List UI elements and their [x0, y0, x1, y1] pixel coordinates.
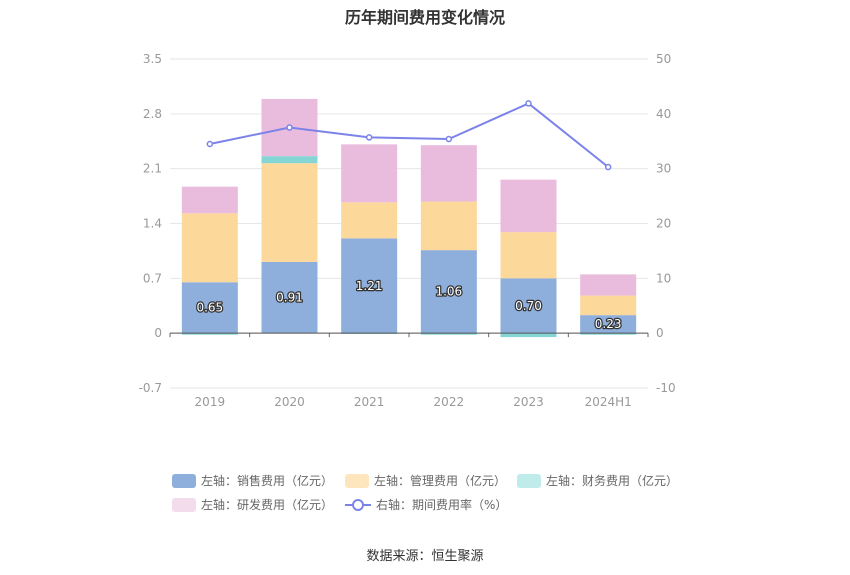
bar-3-2020: [261, 156, 318, 164]
x-axis-tick-label: 2022: [434, 395, 465, 409]
data-label-sales: 0.70: [515, 299, 542, 313]
bar-2-2020: [261, 163, 318, 262]
legend-swatch-expense-ratio: [345, 498, 371, 512]
legend-item-expense-ratio[interactable]: 右轴：期间费用率（%）: [345, 496, 507, 513]
left-axis-tick-label: 1.4: [143, 217, 162, 231]
bar-3-2022: [420, 333, 477, 335]
right-axis-tick-label: 40: [656, 107, 671, 121]
bar-2-2023: [500, 232, 557, 279]
legend-item-finance[interactable]: 左轴：财务费用（亿元）: [517, 472, 678, 489]
right-axis-tick-label: 10: [656, 271, 671, 285]
legend-item-admin[interactable]: 左轴：管理费用（亿元）: [345, 472, 506, 489]
legend-item-sales[interactable]: 左轴：销售费用（亿元）: [172, 472, 333, 489]
left-axis-tick-label: -0.7: [139, 381, 162, 395]
bar-1-2024H1: [580, 315, 637, 334]
expense-ratio-point: [365, 134, 373, 141]
legend-item-rd[interactable]: 左轴：研发费用（亿元）: [172, 496, 333, 513]
expense-ratio-point: [604, 163, 612, 171]
right-axis-tick-label: -10: [656, 381, 676, 395]
x-axis-tick-label: 2019: [195, 395, 226, 409]
bar-4-2019: [181, 186, 238, 214]
bar-3-2019: [181, 333, 238, 335]
bar-3-2023: [500, 333, 557, 338]
chart-title: 历年期间费用变化情况: [344, 8, 505, 27]
data-label-sales: 1.06: [435, 285, 462, 299]
expense-ratio-point: [206, 140, 214, 148]
legend-swatch-admin: [345, 473, 369, 488]
bar-2-2022: [420, 201, 477, 251]
legend-label-rd: 左轴：研发费用（亿元）: [201, 498, 334, 512]
bar-2-2019: [181, 213, 238, 283]
data-label-sales: 0.91: [276, 291, 303, 305]
bar-2-2024H1: [580, 295, 637, 316]
left-axis-tick-label: 0.7: [143, 271, 162, 285]
bar-3-2024H1: [580, 333, 637, 335]
x-axis-tick-label: 2021: [354, 395, 385, 409]
data-label-sales: 0.23: [595, 317, 622, 331]
bar-4-2023: [500, 179, 557, 233]
bar-1-2019: [181, 282, 238, 334]
right-axis-tick-label: 30: [656, 162, 671, 176]
data-source: 数据来源：恒生聚源: [366, 549, 484, 564]
expense-ratio-point: [445, 135, 453, 143]
legend-label-admin: 左轴：管理费用（亿元）: [374, 474, 507, 488]
bar-1-2021: [341, 238, 398, 334]
x-axis-tick-label: 2020: [274, 395, 305, 409]
legend-label-finance: 左轴：财务费用（亿元）: [546, 474, 679, 488]
legend-label-sales: 左轴：销售费用（亿元）: [201, 474, 334, 488]
x-axis-tick-label: 2023: [513, 395, 544, 409]
legend-swatch-rd: [172, 497, 196, 512]
bar-1-2020: [261, 261, 318, 334]
x-axis-tick-label: 2024H1: [585, 395, 632, 409]
legend-swatch-finance: [517, 473, 541, 488]
left-axis-tick-label: 3.5: [143, 52, 162, 66]
bar-4-2024H1: [580, 274, 637, 296]
data-label-sales: 1.21: [356, 279, 383, 293]
bar-1-2023: [500, 278, 557, 334]
right-axis-tick-label: 50: [656, 52, 671, 66]
legend-label-expense-ratio: 右轴：期间费用率（%）: [376, 498, 508, 512]
right-axis-tick-label: 20: [656, 217, 671, 231]
left-axis-tick-label: 2.1: [143, 162, 162, 176]
expense-ratio-point: [525, 100, 532, 107]
expense-ratio-line: [209, 102, 609, 168]
expense-ratio-point: [286, 124, 293, 131]
left-axis-tick-label: 2.8: [143, 107, 162, 121]
legend-swatch-sales: [172, 473, 196, 488]
right-axis-tick-label: 0: [656, 326, 664, 340]
bar-1-2022: [420, 250, 477, 334]
bar-4-2022: [420, 145, 477, 202]
data-label-sales: 0.65: [196, 301, 223, 315]
left-axis-tick-label: 0: [154, 326, 162, 340]
bar-4-2021: [341, 144, 398, 203]
bar-2-2021: [341, 202, 398, 239]
